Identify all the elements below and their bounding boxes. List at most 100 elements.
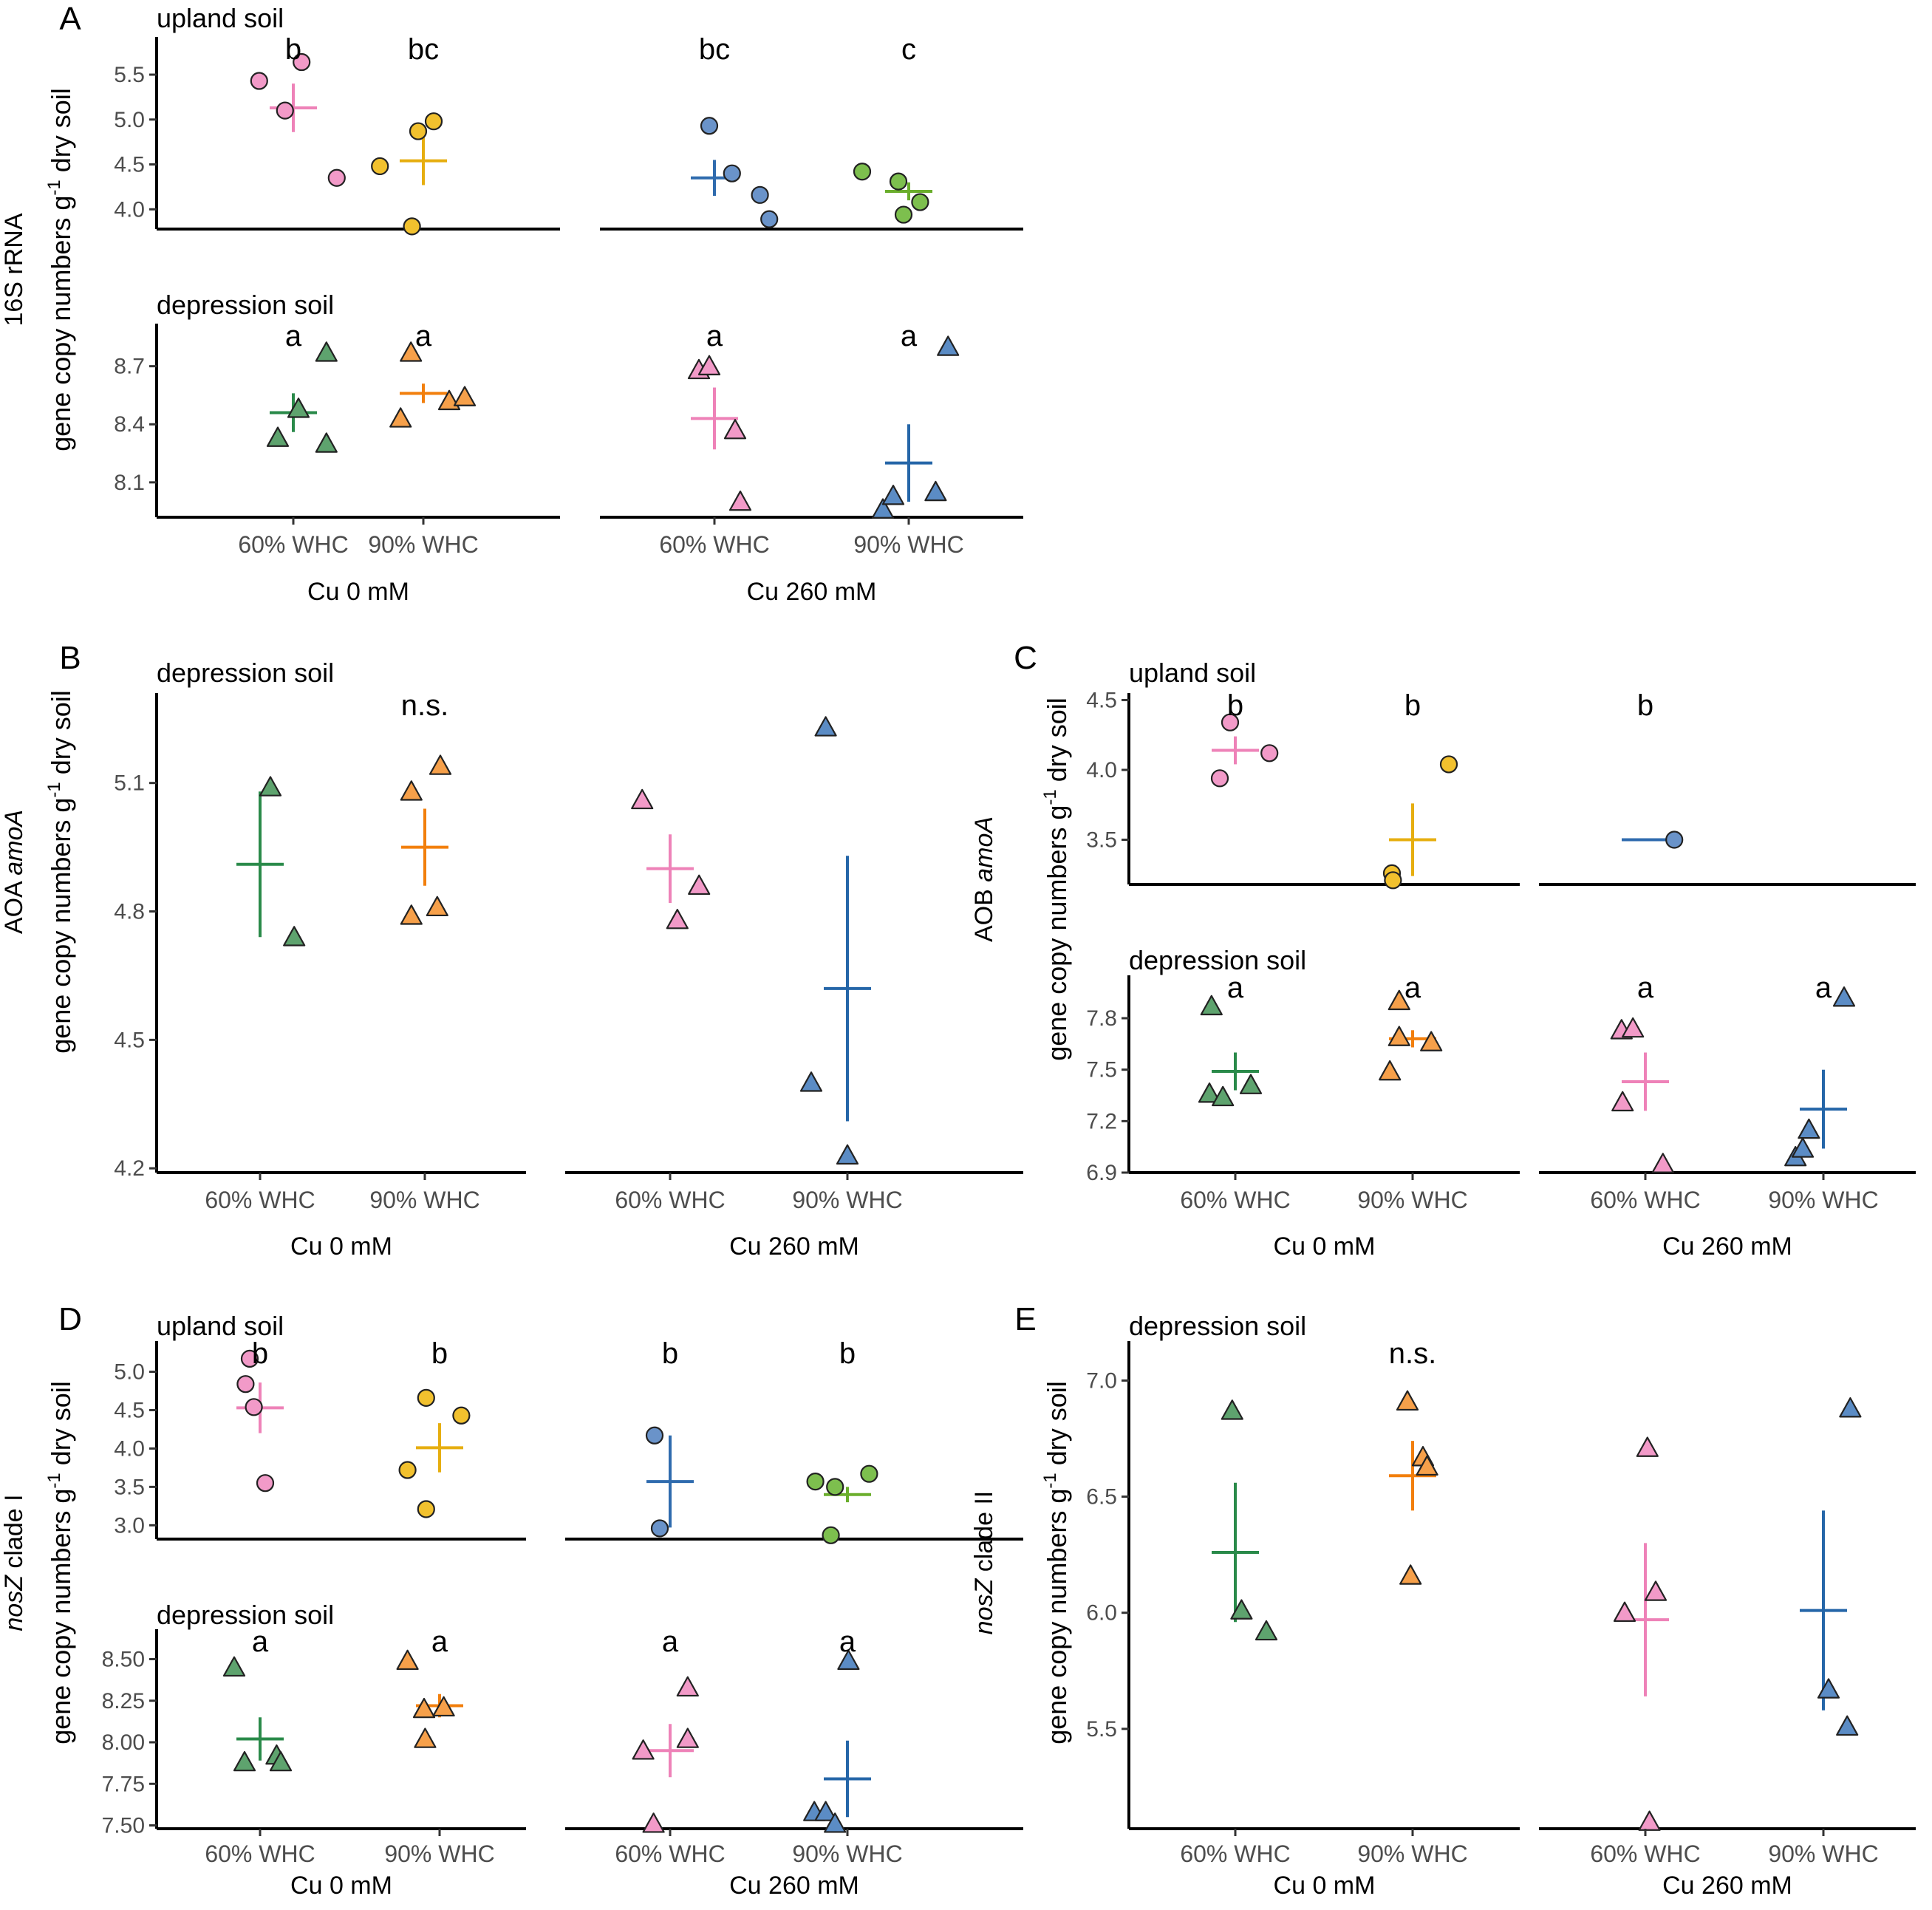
data-point-triangle (429, 754, 452, 775)
data-point-circle (409, 122, 428, 140)
y-axis-unit-label: gene copy numbers g-1 dry soil (1040, 1381, 1072, 1744)
significance-label: a (285, 320, 302, 352)
data-point-circle (250, 72, 268, 90)
soil-label: depression soil (1129, 1311, 1306, 1341)
data-point-circle (245, 1398, 263, 1416)
y-tick-label: 7.0 (1086, 1368, 1117, 1393)
row-depression: depression soil 5.5 6.0 6.5 7.0 n.s. 60% WHC 90… (1086, 1311, 1916, 1900)
data-point-triangle (233, 1750, 256, 1772)
row-depression: depression soil 4.2 4.5 4.8 5.1 n.s. 60% WHC 90… (114, 658, 1023, 1261)
x-tick-label: 60% WHC (238, 531, 348, 558)
y-tick-label: 4.8 (114, 900, 145, 924)
data-point-circle (417, 1388, 435, 1407)
unit-exponent: -1 (44, 782, 64, 797)
panel-letter: E (1014, 1301, 1036, 1337)
data-point-triangle (631, 788, 654, 810)
gene-italic: amoA (0, 810, 28, 876)
data-point-triangle (389, 407, 412, 428)
y-axis-gene-label: AOA amoA (0, 810, 28, 934)
data-point-triangle (1636, 1436, 1659, 1457)
data-point-triangle (697, 355, 721, 375)
data-point-triangle (1622, 1017, 1645, 1038)
data-point-triangle (1839, 1397, 1862, 1418)
y-tick-label: 7.50 (102, 1814, 145, 1838)
unit-suffix: dry soil (46, 88, 76, 180)
data-point-triangle (1198, 1082, 1221, 1103)
significance-label: a (662, 1626, 679, 1658)
unit-prefix: gene copy numbers g (1042, 805, 1072, 1061)
data-point-circle (806, 1472, 825, 1491)
gene-italic: amoA (970, 816, 998, 882)
y-tick-label: 7.8 (1086, 1006, 1117, 1031)
data-point-circle (293, 52, 311, 72)
soil-label: upland soil (157, 3, 284, 33)
data-point-circle (911, 193, 929, 211)
data-point-triangle (432, 1696, 455, 1717)
y-tick-label: 5.5 (114, 63, 145, 87)
y-axis-unit-label: gene copy numbers g-1 dry soil (1040, 698, 1072, 1061)
significance-label: a (1404, 972, 1421, 1004)
data-point-triangle (676, 1676, 699, 1697)
unit-prefix: gene copy numbers g (46, 1489, 76, 1744)
data-point-triangle (632, 1739, 655, 1760)
data-point-triangle (1644, 1580, 1668, 1601)
y-tick-label: 4.5 (1086, 688, 1117, 712)
panel-letter: C (1014, 640, 1037, 676)
y-tick-label: 8.50 (102, 1648, 145, 1672)
x-tick-label: 60% WHC (615, 1187, 725, 1213)
x-tick-label: 90% WHC (792, 1187, 902, 1213)
data-point-circle (371, 157, 389, 176)
data-point-triangle (412, 1697, 436, 1719)
panel-letter: D (58, 1301, 82, 1337)
data-point-triangle (642, 1812, 665, 1833)
unit-prefix: gene copy numbers g (46, 798, 76, 1054)
data-point-circle (889, 172, 908, 191)
data-point-circle (424, 112, 443, 131)
y-tick-label: 7.75 (102, 1772, 145, 1796)
significance-label: n.s. (401, 689, 448, 722)
data-point-triangle (666, 909, 689, 930)
gene-plain: AOB (970, 882, 998, 942)
y-tick-label: 7.2 (1086, 1109, 1117, 1133)
y-axis-unit-label: gene copy numbers g-1 dry soil (44, 690, 76, 1054)
x-tick-label: 90% WHC (792, 1841, 902, 1867)
y-tick-label: 5.5 (1086, 1717, 1117, 1742)
y-tick-label: 4.0 (1086, 758, 1117, 782)
data-point-circle (403, 217, 421, 236)
data-point-triangle (1611, 1091, 1634, 1112)
significance-label: b (1227, 689, 1243, 722)
row-depression: depression soil 7.50 7.75 8.00 8.25 8.50 a a a a 6… (102, 1600, 1023, 1900)
unit-suffix: dry soil (46, 690, 76, 782)
y-axis-gene-label: nosZ clade I (0, 1494, 28, 1631)
data-point-triangle (1221, 1399, 1243, 1420)
facet-label: Cu 260 mM (729, 1872, 859, 1900)
data-point-triangle (1379, 1060, 1402, 1081)
data-point-circle (452, 1406, 471, 1425)
y-tick-label: 8.1 (114, 471, 145, 495)
unit-prefix: gene copy numbers g (46, 196, 76, 451)
significance-label: a (1815, 972, 1832, 1004)
data-point-triangle (924, 480, 947, 502)
significance-label: b (1637, 689, 1653, 722)
data-point-triangle (1613, 1601, 1636, 1623)
x-tick-label: 60% WHC (205, 1841, 315, 1867)
significance-label: b (839, 1337, 856, 1370)
facet-label: Cu 0 mM (290, 1872, 392, 1900)
significance-label: b (252, 1337, 268, 1370)
data-point-triangle (396, 1649, 419, 1671)
data-point-triangle (266, 426, 290, 447)
data-point-circle (723, 164, 741, 183)
facet-label: Cu 0 mM (1274, 1872, 1376, 1900)
data-point-circle (853, 163, 872, 181)
y-tick-label: 6.5 (1086, 1485, 1117, 1510)
data-point-circle (417, 1500, 435, 1518)
y-tick-label: 4.0 (114, 197, 145, 222)
y-tick-label: 8.4 (114, 412, 145, 437)
significance-label: a (431, 1626, 448, 1658)
unit-exponent: -1 (44, 180, 64, 195)
y-tick-label: 3.0 (114, 1513, 145, 1538)
soil-label: depression soil (157, 658, 334, 688)
